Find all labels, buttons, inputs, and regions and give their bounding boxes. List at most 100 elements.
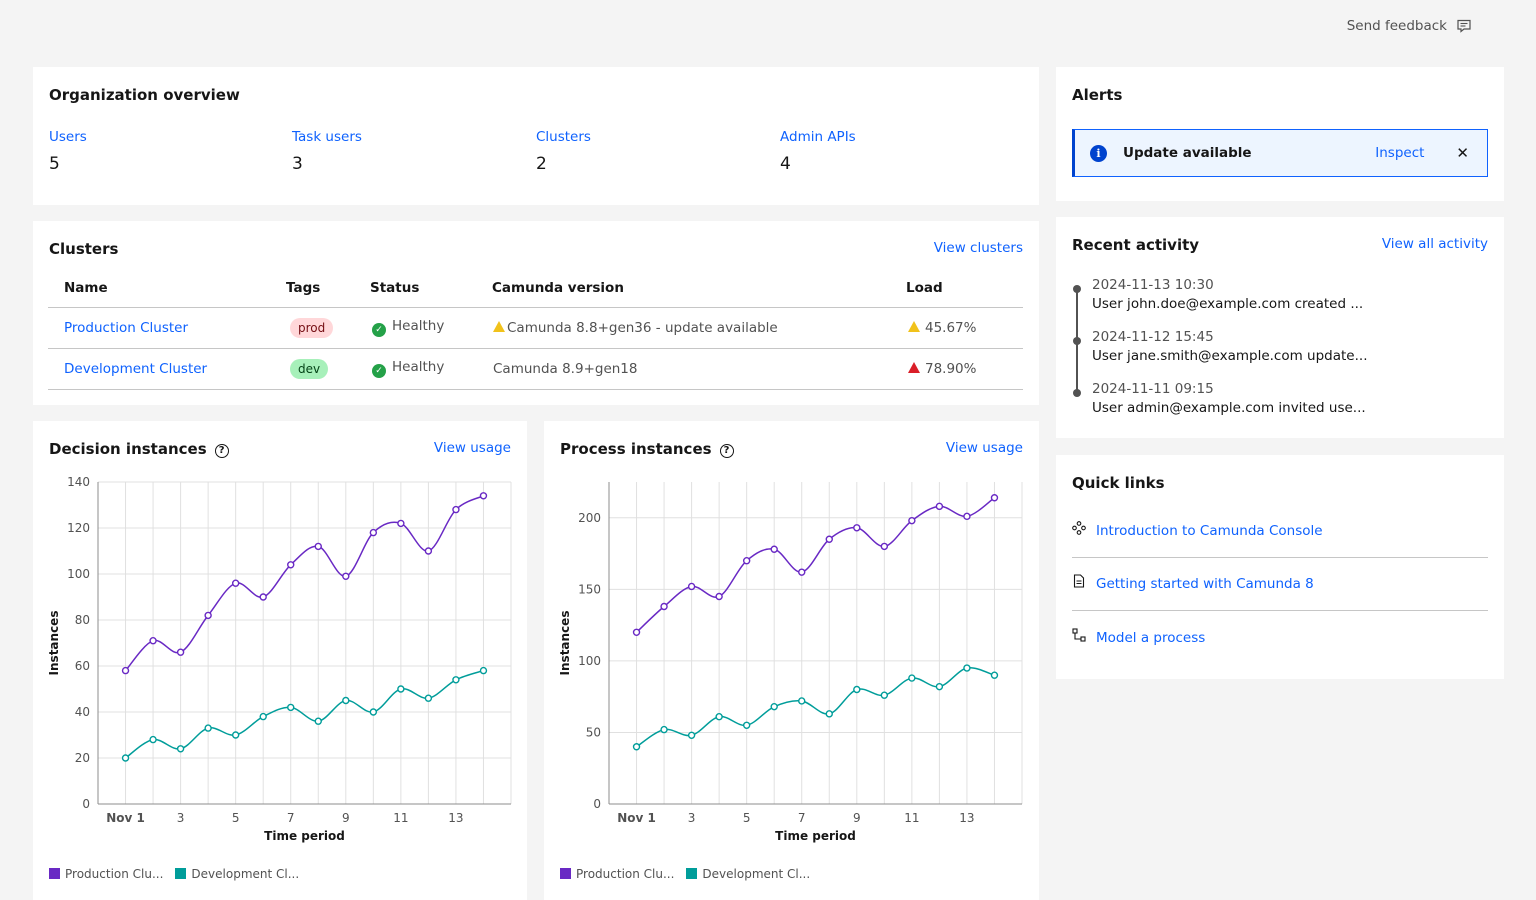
process-instances-tile: Process instances? View usage 0 50 100 150 2… — [544, 421, 1039, 900]
y-axis-label: Instances — [558, 611, 572, 676]
timeline-dot — [1073, 285, 1081, 293]
data-point — [880, 691, 889, 699]
close-icon[interactable]: ✕ — [1456, 144, 1469, 162]
quick-link-getting-started[interactable]: Getting started with Camunda 8 — [1072, 558, 1488, 611]
quick-link-label[interactable]: Introduction to Camunda Console — [1096, 523, 1323, 539]
y-tick-label: 60 — [75, 659, 90, 673]
data-point — [935, 502, 944, 511]
inspect-link[interactable]: Inspect — [1375, 145, 1425, 161]
critical-icon — [908, 361, 920, 373]
x-tick-label: 3 — [688, 811, 696, 825]
metric-task-users-link[interactable]: Task users — [292, 129, 362, 145]
org-overview-title: Organization overview — [49, 86, 240, 104]
x-tick-label: 5 — [232, 811, 240, 825]
recent-activity-title: Recent activity — [1072, 236, 1200, 254]
legend-item-development[interactable]: Development Cl... — [175, 867, 299, 881]
send-feedback-button[interactable]: Send feedback — [1347, 18, 1472, 34]
y-tick-label: 140 — [67, 475, 90, 489]
quick-link-label[interactable]: Model a process — [1096, 629, 1206, 646]
process-chart: 0 50 100 150 200 Nov 1 3 5 7 9 11 13 Time period Inst… — [558, 482, 1023, 843]
help-icon[interactable]: ? — [214, 444, 229, 458]
y-tick-label: 50 — [586, 725, 601, 739]
chat-icon — [1457, 19, 1471, 33]
data-point — [342, 696, 350, 705]
col-load: Load — [890, 269, 1023, 308]
alerts-tile: Alerts i Update available Inspect ✕ — [1056, 67, 1504, 201]
load-text: 78.90% — [925, 360, 977, 377]
warning-icon — [908, 320, 920, 332]
metric-users-value: 5 — [49, 154, 60, 174]
x-axis-label: Time period — [775, 829, 856, 843]
y-tick-label: 150 — [578, 582, 601, 596]
data-point — [479, 666, 488, 675]
y-tick-label: 100 — [578, 654, 601, 668]
view-all-activity-link[interactable]: View all activity — [1381, 236, 1488, 252]
send-feedback-label: Send feedback — [1346, 18, 1447, 34]
quick-links-tile: Quick links Introduction to Camunda Cons… — [1056, 455, 1504, 679]
col-name: Name — [48, 269, 270, 308]
legend-item-development[interactable]: Development Cl... — [686, 867, 810, 881]
data-point — [314, 717, 322, 725]
data-point — [798, 568, 806, 576]
x-tick-label: 9 — [853, 811, 861, 825]
metric-users-link[interactable]: Users — [49, 129, 87, 145]
data-point — [397, 519, 405, 528]
x-axis-label: Time period — [264, 829, 345, 843]
activity-item: 2024-11-13 10:30 User john.doe@example.c… — [1072, 277, 1367, 341]
y-tick-label: 0 — [593, 797, 601, 811]
process-title-text: Process instances — [560, 440, 712, 458]
x-tick-label: 11 — [393, 811, 408, 825]
clusters-title: Clusters — [49, 240, 119, 258]
data-point — [149, 636, 157, 645]
data-point — [742, 721, 751, 729]
quick-links-title: Quick links — [1072, 474, 1165, 492]
data-point — [397, 685, 405, 693]
legend-item-production[interactable]: Production Clu... — [49, 867, 163, 881]
legend-label: Production Clu... — [576, 867, 675, 881]
cluster-name-link[interactable]: Development Cluster — [64, 360, 208, 377]
data-point — [369, 708, 378, 716]
series-line-1 — [125, 669, 484, 759]
data-point — [770, 545, 778, 553]
data-point — [231, 579, 240, 587]
data-point — [990, 494, 999, 502]
help-icon[interactable]: ? — [719, 444, 734, 458]
legend-swatch — [49, 868, 60, 879]
decision-instances-tile: Decision instances? View usage 0 20 40 60 80… — [33, 421, 527, 900]
metric-users: Users 5 — [49, 129, 87, 174]
table-row: Development Cluster dev ✓ Healthy Camunda… — [48, 348, 1023, 390]
version-text: Camunda 8.9+gen18 — [493, 360, 638, 377]
data-point — [963, 512, 971, 521]
metric-clusters-link[interactable]: Clusters — [536, 129, 591, 145]
data-point — [452, 505, 460, 514]
data-point — [935, 682, 944, 691]
data-point — [176, 648, 185, 656]
timeline-line — [1076, 341, 1078, 393]
load-text: 45.67% — [925, 319, 977, 336]
data-point — [287, 561, 295, 569]
y-axis-label: Instances — [47, 611, 61, 676]
data-point — [742, 557, 751, 565]
view-clusters-link[interactable]: View clusters — [933, 240, 1023, 256]
data-point — [121, 754, 130, 762]
y-tick-label: 200 — [578, 511, 601, 525]
quick-link-intro[interactable]: Introduction to Camunda Console — [1072, 505, 1488, 558]
activity-message: User admin@example.com invited use... — [1092, 400, 1366, 416]
activity-message: User jane.smith@example.com update... — [1092, 348, 1368, 364]
data-point — [259, 593, 267, 601]
cluster-name-link[interactable]: Production Cluster — [64, 319, 189, 336]
console-icon — [1072, 521, 1086, 535]
metric-admin-apis-link[interactable]: Admin APIs — [780, 129, 856, 145]
legend-label: Development Cl... — [702, 867, 811, 881]
tag-badge: prod — [290, 317, 334, 338]
view-usage-link[interactable]: View usage — [945, 440, 1023, 456]
view-usage-link[interactable]: View usage — [433, 440, 511, 456]
data-point — [176, 745, 185, 753]
legend-item-production[interactable]: Production Clu... — [560, 867, 674, 881]
metric-clusters-value: 2 — [536, 154, 547, 174]
status-text: Healthy — [392, 359, 445, 375]
quick-link-label[interactable]: Getting started with Camunda 8 — [1096, 576, 1314, 592]
data-point — [687, 582, 696, 591]
quick-link-model-process[interactable]: Model a process — [1072, 611, 1488, 664]
metric-task-users-value: 3 — [292, 154, 303, 174]
